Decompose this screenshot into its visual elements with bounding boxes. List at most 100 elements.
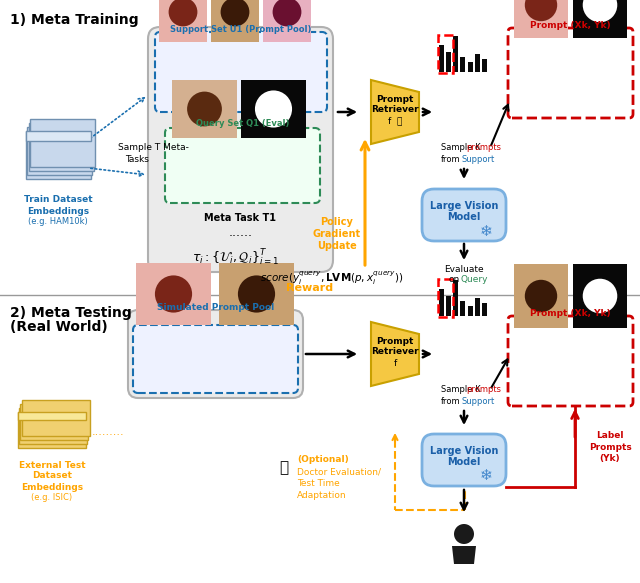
Text: f: f	[394, 360, 397, 368]
Bar	[172, 80, 237, 138]
Text: Prompt: Prompt	[376, 96, 413, 104]
Circle shape	[155, 275, 192, 312]
Bar	[438, 35, 453, 73]
FancyBboxPatch shape	[508, 28, 633, 118]
Bar	[159, 0, 207, 42]
Circle shape	[273, 0, 301, 26]
Text: Train Dataset: Train Dataset	[24, 195, 92, 205]
Text: prompts: prompts	[466, 143, 501, 153]
Circle shape	[187, 92, 222, 127]
Text: Model: Model	[447, 457, 481, 467]
Text: Simulated Prompt Pool: Simulated Prompt Pool	[157, 303, 274, 311]
Text: Sample K: Sample K	[441, 143, 481, 153]
Text: Prompts: Prompts	[589, 442, 632, 451]
Text: (Real World): (Real World)	[10, 320, 108, 334]
Bar	[18, 412, 86, 448]
Text: Meta Task T1: Meta Task T1	[205, 213, 276, 223]
Bar	[453, 280, 458, 316]
Text: Policy: Policy	[321, 217, 353, 227]
Text: Support: Support	[462, 154, 495, 163]
Bar	[514, 0, 568, 38]
Bar	[438, 279, 453, 317]
Polygon shape	[371, 322, 419, 386]
Bar	[475, 298, 480, 316]
Text: Prompt: Prompt	[376, 338, 413, 346]
Bar	[20, 404, 88, 440]
Bar	[514, 264, 568, 328]
FancyBboxPatch shape	[422, 189, 506, 241]
Bar	[26, 131, 90, 179]
Bar	[460, 57, 465, 72]
Polygon shape	[371, 80, 419, 144]
Text: (e.g. ISIC): (e.g. ISIC)	[31, 493, 72, 503]
Text: Sample T Meta-: Sample T Meta-	[118, 143, 189, 153]
Circle shape	[168, 0, 197, 26]
Text: Adaptation: Adaptation	[297, 491, 347, 500]
Circle shape	[583, 279, 617, 313]
FancyBboxPatch shape	[148, 27, 333, 272]
Text: $score(y_i^{query}, \mathbf{LVM}(p, x_i^{query}))$: $score(y_i^{query}, \mathbf{LVM}(p, x_i^…	[260, 269, 403, 287]
Text: Gradient: Gradient	[313, 229, 361, 239]
FancyBboxPatch shape	[422, 434, 506, 486]
Text: Label: Label	[596, 430, 624, 440]
Circle shape	[238, 275, 275, 312]
Text: ......: ......	[228, 227, 253, 240]
Bar	[18, 412, 86, 420]
Circle shape	[583, 0, 617, 22]
Bar	[439, 289, 444, 316]
Bar	[27, 127, 92, 175]
Circle shape	[454, 524, 474, 544]
Text: Test Time: Test Time	[297, 479, 340, 489]
Bar	[22, 400, 90, 436]
Text: .........: .........	[92, 427, 124, 437]
Text: Dataset: Dataset	[32, 472, 72, 480]
Text: (Optional): (Optional)	[297, 455, 349, 465]
Bar	[482, 59, 487, 72]
Text: Embeddings: Embeddings	[21, 483, 83, 491]
Text: Support Set U1 (Prompt Pool): Support Set U1 (Prompt Pool)	[170, 26, 312, 34]
Circle shape	[221, 0, 250, 26]
Text: from: from	[441, 396, 461, 406]
Bar	[468, 62, 472, 72]
Circle shape	[525, 280, 557, 312]
Text: Large Vision: Large Vision	[430, 201, 498, 211]
Text: Retriever: Retriever	[371, 106, 419, 114]
Bar	[26, 131, 90, 141]
Text: Embeddings: Embeddings	[27, 206, 89, 216]
Bar	[573, 0, 627, 38]
Text: (Yk): (Yk)	[600, 455, 620, 463]
Text: f  🔥: f 🔥	[388, 117, 402, 125]
Bar	[136, 263, 211, 325]
Text: prompts: prompts	[466, 385, 501, 395]
Text: 2) Meta Testing: 2) Meta Testing	[10, 306, 132, 320]
Text: Doctor Evaluation/: Doctor Evaluation/	[297, 468, 381, 476]
Text: ❄: ❄	[479, 223, 492, 238]
Bar	[29, 123, 93, 171]
Circle shape	[255, 90, 292, 128]
FancyBboxPatch shape	[155, 32, 327, 112]
Text: Model: Model	[447, 212, 481, 222]
Bar	[453, 36, 458, 72]
FancyBboxPatch shape	[508, 316, 633, 406]
Bar	[30, 119, 95, 167]
Text: Reward: Reward	[287, 283, 333, 293]
FancyBboxPatch shape	[165, 128, 320, 203]
Text: Query Set Q1 (Eval): Query Set Q1 (Eval)	[196, 120, 289, 128]
Text: Update: Update	[317, 241, 357, 251]
Text: from: from	[441, 154, 461, 163]
Text: External Test: External Test	[19, 461, 85, 469]
Text: on: on	[449, 276, 460, 285]
Bar	[482, 303, 487, 316]
Bar	[475, 54, 480, 72]
FancyBboxPatch shape	[128, 310, 303, 398]
Bar	[460, 301, 465, 316]
Text: ❄: ❄	[479, 469, 492, 483]
Bar	[446, 52, 451, 72]
Bar	[241, 80, 306, 138]
Bar	[468, 306, 472, 316]
Polygon shape	[452, 546, 476, 564]
Text: Query: Query	[460, 276, 488, 285]
Text: Prompt (Xk, Yk): Prompt (Xk, Yk)	[530, 20, 611, 30]
Text: Retriever: Retriever	[371, 347, 419, 356]
Text: 🔥: 🔥	[280, 461, 289, 476]
